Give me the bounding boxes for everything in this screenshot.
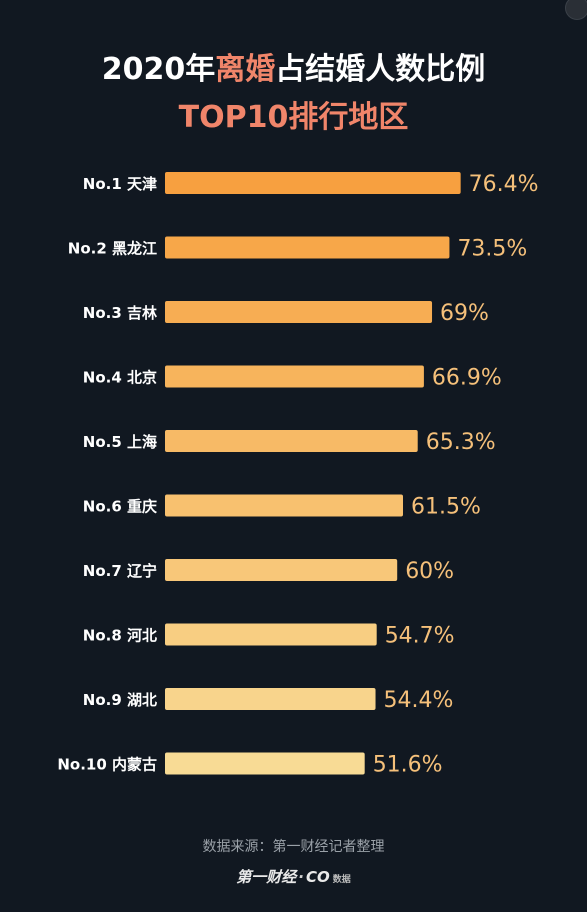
corner-badge-icon (565, 0, 587, 20)
title-highlight: 离婚 (215, 52, 276, 87)
bar (165, 236, 450, 259)
bar (165, 301, 433, 323)
logo-separator: · (298, 868, 304, 886)
bar (165, 430, 418, 452)
value-label: 76.4% (469, 172, 539, 197)
category-label: No.4 北京 (83, 369, 157, 387)
value-label: 69% (440, 301, 489, 326)
title-part2: 占结婚人数比例 (275, 52, 486, 87)
category-label: No.9 湖北 (83, 691, 157, 709)
category-label: No.6 重庆 (83, 498, 157, 516)
value-label: 54.4% (384, 688, 454, 713)
brand-logo: 第一财经 · CO 数据 (0, 866, 587, 887)
value-label: 60% (405, 559, 454, 584)
bar (165, 172, 461, 194)
category-label: No.3 吉林 (83, 304, 158, 322)
category-label: No.8 河北 (83, 627, 157, 645)
bar (165, 559, 398, 581)
value-label: 54.7% (385, 624, 455, 649)
title-part1: 2020年 (101, 52, 216, 87)
logo-sub: CO (305, 868, 330, 886)
value-label: 51.6% (373, 753, 443, 778)
bar (165, 365, 424, 388)
chart-title: 2020年离婚占结婚人数比例 (0, 44, 587, 88)
chart-subtitle: TOP10排行地区 (178, 100, 409, 135)
bar (165, 494, 404, 517)
category-label: No.5 上海 (83, 433, 157, 451)
logo-brand: 第一财经 (236, 868, 297, 886)
logo-tag: 数据 (332, 875, 351, 885)
category-label: No.1 天津 (83, 175, 157, 193)
value-label: 61.5% (411, 495, 481, 520)
data-source-note: 数据来源：第一财经记者整理 (202, 839, 385, 855)
category-label: No.7 辽宁 (83, 562, 157, 580)
bar (165, 623, 377, 646)
category-label: No.10 内蒙古 (57, 756, 157, 774)
value-label: 65.3% (426, 430, 496, 455)
bar-chart: No.1 天津 76.4% No.2 黑龙江 73.5% No.3 吉林 69% No.4 … (57, 172, 539, 778)
category-label: No.2 黑龙江 (68, 240, 157, 258)
bar (165, 752, 365, 775)
value-label: 73.5% (457, 237, 527, 262)
value-label: 66.9% (432, 366, 502, 391)
bar (165, 688, 376, 710)
